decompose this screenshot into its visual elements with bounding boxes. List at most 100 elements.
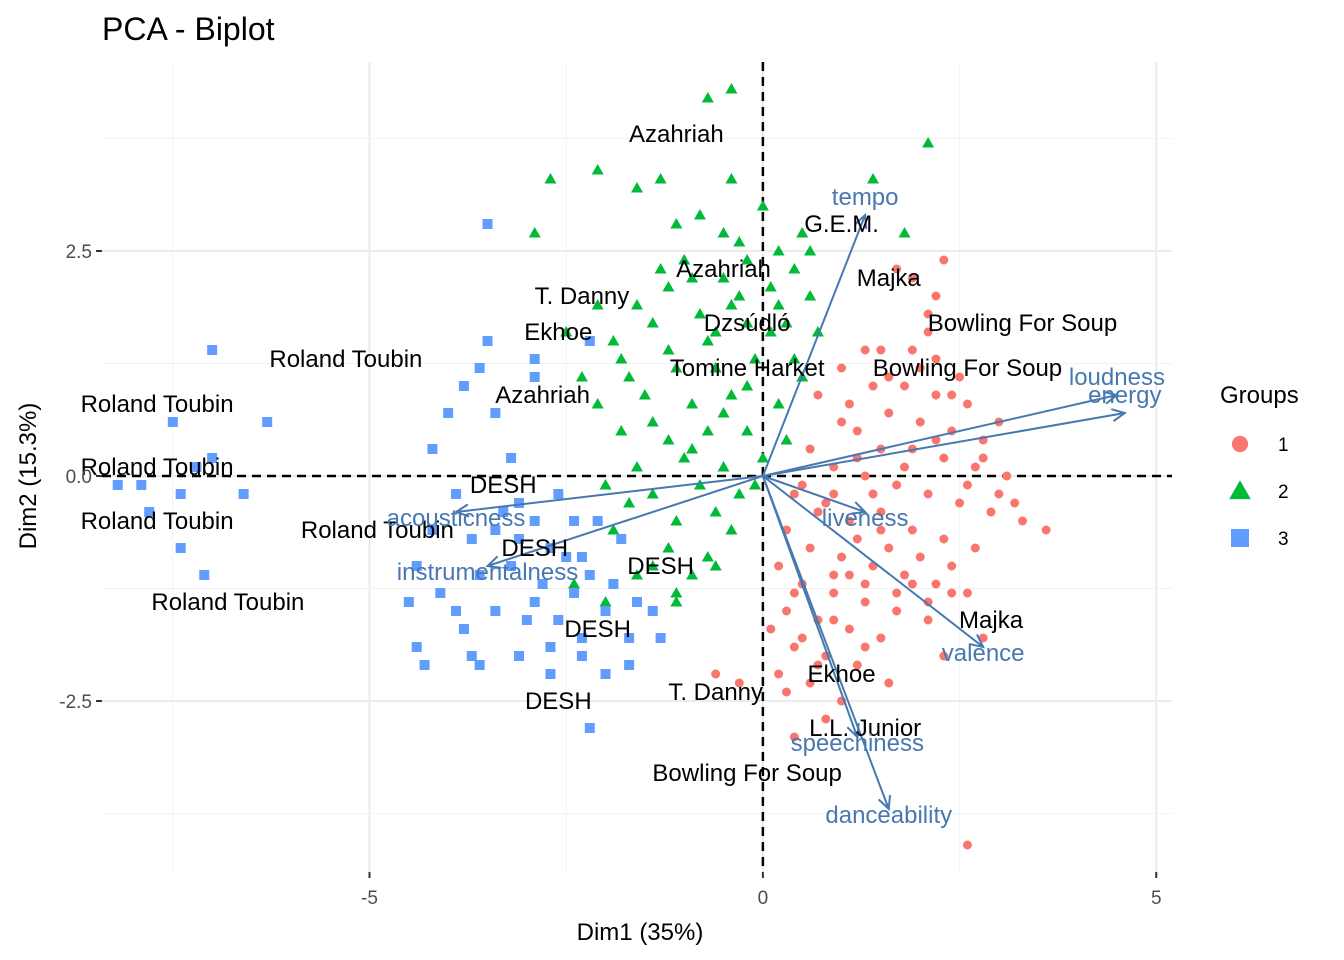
point-group-1 bbox=[813, 390, 823, 400]
point-group-1 bbox=[797, 633, 807, 643]
variable-label-tempo: tempo bbox=[832, 184, 899, 211]
point-group-1 bbox=[884, 408, 894, 418]
point-group-2 bbox=[717, 227, 730, 238]
zero-reference-lines bbox=[102, 62, 1172, 872]
point-label: Bowling For Soup bbox=[928, 310, 1117, 337]
point-label: Ekhoe bbox=[808, 661, 876, 688]
point-group-2 bbox=[749, 353, 762, 364]
point-group-2 bbox=[662, 542, 675, 553]
point-group-1 bbox=[876, 507, 886, 517]
point-label: Majka bbox=[857, 265, 922, 292]
point-group-1 bbox=[892, 588, 902, 598]
point-group-3 bbox=[175, 489, 186, 499]
point-label: T. Danny bbox=[535, 283, 630, 310]
point-group-1 bbox=[923, 309, 933, 319]
point-group-3 bbox=[199, 570, 210, 580]
point-label: Roland Toubin bbox=[269, 346, 422, 373]
point-group-3 bbox=[490, 606, 501, 616]
point-group-3 bbox=[537, 579, 548, 589]
point-group-1 bbox=[884, 543, 894, 553]
arrowhead-tempo bbox=[854, 212, 868, 230]
y-tick-label: 2.5 bbox=[66, 242, 92, 263]
point-group-3 bbox=[490, 525, 501, 535]
point-group-1 bbox=[860, 642, 870, 652]
point-group-3 bbox=[592, 516, 603, 526]
legend-key-2 bbox=[1229, 480, 1251, 500]
point-group-1 bbox=[837, 552, 847, 562]
point-group-1 bbox=[821, 714, 831, 724]
point-label: DESH bbox=[627, 553, 694, 580]
arrow-energy bbox=[762, 412, 1125, 477]
point-group-1 bbox=[900, 462, 909, 472]
variable-arrows bbox=[453, 212, 1128, 812]
point-group-1 bbox=[915, 363, 925, 373]
point-group-1 bbox=[947, 390, 957, 400]
point-group-2 bbox=[670, 218, 683, 229]
point-group-1 bbox=[947, 561, 957, 571]
point-group-1 bbox=[962, 588, 972, 598]
point-group-3 bbox=[584, 723, 595, 733]
point-group-2 bbox=[686, 398, 699, 409]
point-group-2 bbox=[607, 524, 620, 535]
point-label: Majka bbox=[959, 607, 1024, 634]
point-group-2 bbox=[646, 317, 659, 328]
point-group-3 bbox=[427, 525, 438, 535]
point-group-3 bbox=[576, 552, 587, 562]
legend-label-1: 1 bbox=[1278, 435, 1289, 456]
point-group-2 bbox=[725, 299, 738, 310]
point-group-2 bbox=[717, 461, 730, 472]
variable-label-energy: energy bbox=[1088, 382, 1161, 409]
point-group-2 bbox=[701, 425, 714, 436]
point-group-1 bbox=[907, 345, 917, 355]
point-group-3 bbox=[490, 408, 501, 418]
point-group-1 bbox=[781, 606, 791, 616]
point-group-2 bbox=[796, 227, 809, 238]
point-group-1 bbox=[876, 633, 886, 643]
point-label: Bowling For Soup bbox=[652, 760, 841, 787]
point-group-2 bbox=[646, 488, 659, 499]
point-group-3 bbox=[655, 633, 666, 643]
point-label: DESH bbox=[501, 535, 568, 562]
arrowhead-liveness bbox=[851, 501, 868, 515]
point-group-3 bbox=[435, 588, 446, 598]
point-group-3 bbox=[419, 660, 430, 670]
point-group-1 bbox=[986, 507, 996, 517]
point-group-1 bbox=[813, 660, 823, 670]
point-group-1 bbox=[844, 516, 854, 526]
point-group-2 bbox=[922, 137, 935, 148]
variable-label-instrumentalness: instrumentalness bbox=[397, 559, 578, 586]
point-group-3 bbox=[624, 660, 635, 670]
point-label: G.E.M. bbox=[804, 211, 879, 238]
point-group-1 bbox=[766, 624, 776, 634]
point-group-3 bbox=[553, 489, 564, 499]
point-group-2 bbox=[772, 245, 785, 256]
point-group-1 bbox=[774, 669, 784, 679]
point-group-1 bbox=[829, 588, 839, 598]
point-group-1 bbox=[805, 678, 815, 688]
point-label: Roland Toubin bbox=[301, 517, 454, 544]
point-group-2 bbox=[631, 569, 643, 580]
point-group-2 bbox=[670, 515, 683, 526]
data-points bbox=[112, 83, 1051, 850]
point-group-3 bbox=[451, 606, 462, 616]
point-group-2 bbox=[709, 560, 722, 571]
arrowhead-instrumentalness bbox=[485, 555, 502, 569]
point-group-1 bbox=[939, 255, 949, 265]
point-group-3 bbox=[529, 597, 540, 607]
point-label: Bowling For Soup bbox=[873, 355, 1062, 382]
point-group-1 bbox=[837, 417, 847, 427]
point-group-1 bbox=[797, 480, 807, 490]
point-group-2 bbox=[701, 551, 714, 562]
point-group-1 bbox=[900, 381, 909, 391]
variable-label-speechiness: speechiness bbox=[791, 730, 924, 757]
point-group-2 bbox=[780, 434, 793, 445]
point-group-2 bbox=[686, 443, 699, 454]
variable-label-liveness: liveness bbox=[822, 505, 909, 532]
y-axis-label: Dim2 (15.3%) bbox=[15, 403, 42, 550]
point-group-1 bbox=[876, 345, 886, 355]
point-group-1 bbox=[860, 579, 870, 589]
point-group-3 bbox=[411, 561, 422, 571]
point-group-3 bbox=[167, 417, 178, 427]
point-group-2 bbox=[670, 596, 683, 607]
